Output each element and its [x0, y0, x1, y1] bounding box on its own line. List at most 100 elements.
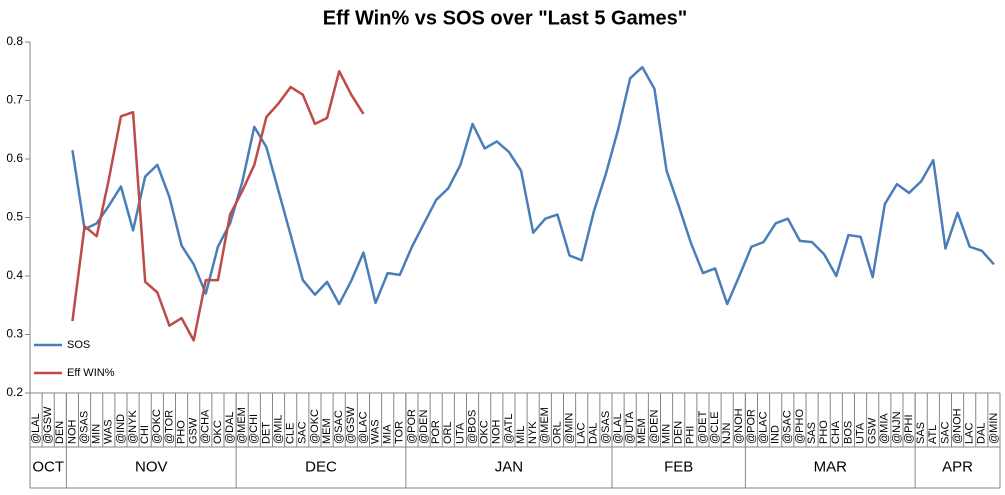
month-label: NOV	[135, 458, 168, 475]
x-tick-label: @IND	[115, 414, 127, 444]
x-tick-label: @MEM	[539, 407, 551, 444]
y-tick-label: 0.7	[6, 93, 23, 107]
x-tick-label: @SAS	[600, 411, 612, 444]
x-tick-label: NYK	[527, 421, 539, 444]
x-tick-label: LAC	[576, 423, 588, 444]
x-tick-label: @POR	[745, 409, 757, 444]
x-tick-label: GSW	[867, 417, 879, 444]
x-tick-label: DET	[260, 422, 272, 444]
x-tick-label: NJN	[721, 423, 733, 444]
x-tick-label: @OKC	[151, 409, 163, 444]
x-tick-label: ATL	[927, 425, 939, 444]
x-tick-label: SAC	[939, 421, 951, 444]
x-tick-label: @CHA	[200, 409, 212, 444]
x-tick-label: @DEN	[418, 410, 430, 444]
x-tick-label: PHO	[818, 420, 830, 444]
x-tick-label: @SAC	[333, 410, 345, 444]
x-tick-label: @MIN	[563, 413, 575, 444]
x-tick-label: POR	[430, 420, 442, 444]
x-tick-label: MIA	[382, 424, 394, 444]
x-tick-label: GSW	[188, 417, 200, 444]
x-tick-label: @MIL	[272, 414, 284, 444]
x-tick-label: MIN	[91, 424, 103, 444]
y-tick-label: 0.5	[6, 210, 23, 224]
x-tick-label: UTA	[454, 422, 466, 444]
y-tick-label: 0.3	[6, 327, 23, 341]
x-tick-label: @LAL	[612, 413, 624, 444]
x-tick-label: @TOR	[163, 410, 175, 444]
month-label: DEC	[305, 458, 337, 475]
x-tick-label: @PHI	[903, 414, 915, 444]
x-tick-label: SAC	[297, 421, 309, 444]
x-tick-label: @MEM	[236, 407, 248, 444]
x-tick-label: @GSW	[345, 406, 357, 444]
x-tick-label: OKC	[212, 420, 224, 444]
x-tick-label: DEN	[673, 421, 685, 444]
x-tick-label: @NOH	[733, 408, 745, 444]
series-line	[71, 70, 365, 342]
x-tick-label: @PHO	[794, 409, 806, 444]
month-label: APR	[942, 458, 973, 475]
x-tick-label: @OKC	[309, 409, 321, 444]
x-tick-label: UTA	[854, 422, 866, 444]
x-tick-label: @NJN	[891, 411, 903, 444]
x-tick-label: MIN	[660, 424, 672, 444]
chart-title: Eff Win% vs SOS over "Last 5 Games"	[323, 7, 687, 29]
legend-label: Eff WIN%	[67, 367, 115, 379]
x-tick-label: @SAS	[78, 411, 90, 444]
y-tick-label: 0.2	[6, 385, 23, 399]
x-tick-label: @NOH	[951, 408, 963, 444]
x-tick-label: WAS	[103, 419, 115, 444]
x-tick-label: MIL	[515, 426, 527, 444]
y-tick-label: 0.6	[6, 151, 23, 165]
x-tick-label: CHI	[139, 425, 151, 444]
x-tick-label: WAS	[369, 419, 381, 444]
x-tick-label: @CHI	[248, 414, 260, 444]
month-label: FEB	[664, 458, 693, 475]
x-tick-label: MEM	[321, 418, 333, 444]
x-tick-label: PHO	[175, 420, 187, 444]
x-tick-label: LAC	[964, 423, 976, 444]
x-tick-label: @NYK	[127, 410, 139, 444]
x-tick-label: @ATL	[503, 413, 515, 444]
x-tick-label: PHI	[685, 426, 697, 444]
x-tick-label: ORL	[442, 421, 454, 444]
x-tick-label: OKC	[479, 420, 491, 444]
x-tick-label: CHA	[830, 420, 842, 444]
x-tick-label: MEM	[636, 418, 648, 444]
x-tick-label: NOH	[491, 420, 503, 445]
x-tick-label: @LAL	[30, 413, 42, 444]
x-tick-label: @POR	[406, 409, 418, 444]
x-tick-label: ORL	[551, 421, 563, 444]
x-tick-label: SAS	[806, 422, 818, 444]
x-tick-label: DAL	[588, 423, 600, 444]
x-tick-label: BOS	[842, 421, 854, 444]
month-label: JAN	[495, 458, 523, 475]
y-tick-label: 0.4	[6, 268, 23, 282]
month-label: OCT	[32, 458, 64, 475]
legend-label: SOS	[67, 339, 90, 351]
x-tick-label: CLE	[285, 423, 297, 444]
x-tick-label: @GSW	[42, 406, 54, 444]
x-tick-label: @LAC	[757, 411, 769, 444]
x-tick-label: @DET	[697, 411, 709, 444]
x-tick-label: DAL	[976, 423, 988, 444]
x-tick-label: NOH	[66, 420, 78, 445]
month-label: MAR	[814, 458, 848, 475]
x-tick-label: @SAC	[782, 410, 794, 444]
x-tick-label: DEN	[54, 421, 66, 444]
x-tick-label: SAS	[915, 422, 927, 444]
x-tick-label: @DAL	[224, 411, 236, 444]
x-tick-label: TOR	[394, 421, 406, 444]
x-tick-label: @BOS	[466, 410, 478, 444]
x-tick-label: @UTA	[624, 411, 636, 444]
x-tick-label: @CLE	[709, 411, 721, 444]
x-tick-label: @MIN	[988, 413, 1000, 444]
x-tick-label: @LAC	[357, 411, 369, 444]
x-tick-label: IND	[770, 425, 782, 444]
x-tick-label: @DEN	[648, 410, 660, 444]
x-tick-label: @MIA	[879, 413, 891, 444]
series-line	[71, 65, 995, 306]
